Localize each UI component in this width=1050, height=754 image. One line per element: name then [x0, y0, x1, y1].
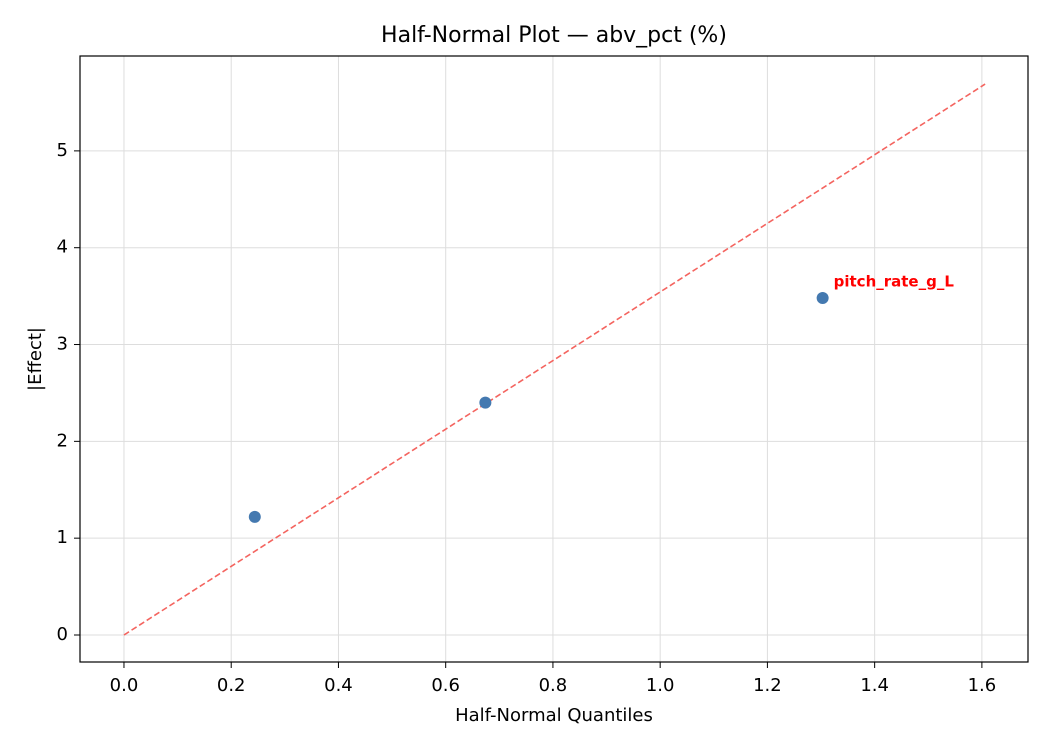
x-tick-label: 0.2: [217, 675, 246, 696]
y-tick-label: 5: [57, 140, 68, 161]
x-tick-label: 0.6: [431, 675, 460, 696]
plot-frame: [79, 55, 1029, 663]
chart-title: Half-Normal Plot — abv_pct (%): [381, 23, 727, 48]
reference-line: [123, 83, 986, 636]
x-axis-label: Half-Normal Quantiles: [455, 705, 653, 726]
point: [816, 292, 829, 305]
point: [479, 396, 492, 409]
y-axis-label: |Effect|: [25, 327, 46, 391]
y-tick-label: 4: [57, 237, 68, 258]
y-tick-label: 2: [57, 430, 68, 451]
annotation: pitch_rate_g_L: [834, 273, 955, 291]
x-tick-label: 0.8: [539, 675, 568, 696]
x-tick-label: 1.4: [860, 675, 889, 696]
x-tick-label: 0.0: [110, 675, 139, 696]
x-tick-label: 0.4: [324, 675, 353, 696]
y-tick-label: 1: [57, 527, 68, 548]
y-tick-label: 3: [57, 334, 68, 355]
x-tick-label: 1.6: [968, 675, 997, 696]
x-tick-label: 1.0: [646, 675, 675, 696]
point: [248, 510, 261, 523]
x-tick-label: 1.2: [753, 675, 782, 696]
y-tick-label: 0: [57, 624, 68, 645]
